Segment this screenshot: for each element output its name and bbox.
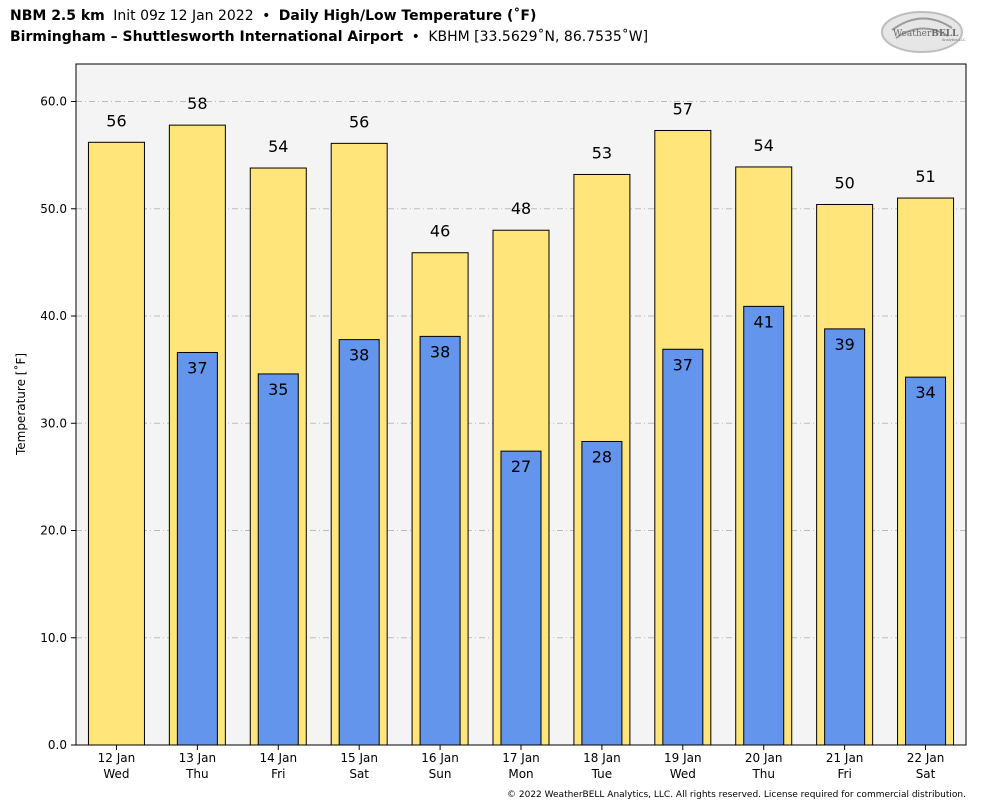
chart-title: Daily High/Low Temperature (˚F) — [279, 7, 537, 24]
high-temp-label: 50 — [834, 173, 854, 192]
x-tick-date: 22 Jan — [907, 751, 945, 765]
model-name: NBM 2.5 km — [10, 8, 105, 24]
high-temp-label: 56 — [349, 112, 369, 131]
y-tick-label: 50.0 — [40, 202, 67, 216]
high-temp-label: 53 — [592, 143, 612, 162]
copyright-footer: © 2022 WeatherBELL Analytics, LLC. All r… — [507, 790, 966, 800]
x-tick-day: Sun — [429, 767, 452, 781]
x-tick-date: 18 Jan — [583, 751, 621, 765]
station-coordinates: KBHM [33.5629˚N, 86.7535˚W] — [428, 28, 648, 45]
chart-header-line-2: Birmingham – Shuttlesworth International… — [10, 28, 648, 45]
low-temp-bar — [662, 348, 704, 746]
low-temp-label: 34 — [915, 383, 935, 402]
high-temp-label: 54 — [268, 137, 288, 156]
low-temp-bar — [824, 328, 866, 746]
x-tick-date: 12 Jan — [98, 751, 136, 765]
bars: 56 58 37 54 35 56 38 46 38 48 27 53 28 57 37 54 41 50 39 51… — [87, 94, 955, 746]
low-temp-label: 28 — [592, 447, 612, 466]
x-tick-date: 17 Jan — [502, 751, 540, 765]
low-temp-bar — [419, 335, 461, 746]
station-name: Birmingham – Shuttlesworth International… — [10, 29, 403, 45]
y-tick-label: 0.0 — [48, 738, 67, 752]
x-tick-date: 16 Jan — [421, 751, 459, 765]
low-temp-label: 37 — [673, 355, 693, 374]
x-tick-date: 15 Jan — [340, 751, 378, 765]
header-separator: • — [262, 8, 270, 24]
x-tick-date: 14 Jan — [259, 751, 297, 765]
weatherbell-logo: WeatherBELL Analytics LLC — [881, 11, 966, 53]
low-temp-bar — [338, 339, 380, 746]
y-tick-label: 20.0 — [40, 524, 67, 538]
high-temp-bar — [87, 141, 145, 746]
low-temp-bar — [581, 440, 623, 746]
x-tick-date: 21 Jan — [826, 751, 864, 765]
init-time: Init 09z 12 Jan 2022 — [113, 8, 253, 24]
y-tick-label: 60.0 — [40, 95, 67, 109]
high-temp-label: 57 — [673, 99, 693, 118]
axes: 0.0 10.0 20.0 30.0 40.0 50.0 60.0 12 Jan Wed 13 J… — [40, 95, 944, 781]
x-tick-day: Thu — [751, 767, 775, 781]
x-tick-day: Sat — [916, 767, 936, 781]
low-temp-label: 37 — [187, 358, 207, 377]
low-temp-label: 27 — [511, 457, 531, 476]
y-tick-label: 40.0 — [40, 309, 67, 323]
logo-subtext: Analytics LLC — [942, 38, 966, 42]
low-temp-bar — [500, 450, 542, 746]
chart-header-line-1: NBM 2.5 km Init 09z 12 Jan 2022 • Daily … — [10, 7, 536, 24]
low-temp-label: 41 — [754, 312, 774, 331]
low-temp-label: 39 — [834, 335, 854, 354]
y-axis-label: Temperature [˚F] — [13, 353, 28, 456]
low-temp-bar — [176, 351, 218, 746]
low-temp-bar — [743, 305, 785, 746]
high-temp-label: 54 — [754, 136, 774, 155]
x-tick-day: Tue — [591, 767, 613, 781]
logo-text: WeatherBELL — [893, 29, 959, 39]
x-tick-day: Fri — [837, 767, 851, 781]
y-tick-label: 10.0 — [40, 631, 67, 645]
x-tick-date: 20 Jan — [745, 751, 783, 765]
x-tick-date: 13 Jan — [179, 751, 217, 765]
low-temp-bar — [905, 376, 947, 746]
low-temp-label: 35 — [268, 380, 288, 399]
x-tick-day: Sat — [349, 767, 369, 781]
x-tick-day: Thu — [185, 767, 209, 781]
low-temp-bar — [257, 373, 299, 746]
x-tick-day: Wed — [670, 767, 696, 781]
y-tick-label: 30.0 — [40, 416, 67, 430]
low-temp-label: 38 — [430, 342, 450, 361]
x-tick-day: Fri — [271, 767, 285, 781]
high-temp-label: 46 — [430, 222, 450, 241]
high-temp-label: 51 — [915, 167, 935, 186]
x-tick-day: Mon — [508, 767, 533, 781]
x-tick-date: 19 Jan — [664, 751, 702, 765]
header-separator-2: • — [412, 29, 420, 45]
x-tick-day: Wed — [103, 767, 129, 781]
high-temp-label: 56 — [106, 111, 126, 130]
low-temp-label: 38 — [349, 346, 369, 365]
high-temp-label: 48 — [511, 199, 531, 218]
high-temp-label: 58 — [187, 94, 207, 113]
